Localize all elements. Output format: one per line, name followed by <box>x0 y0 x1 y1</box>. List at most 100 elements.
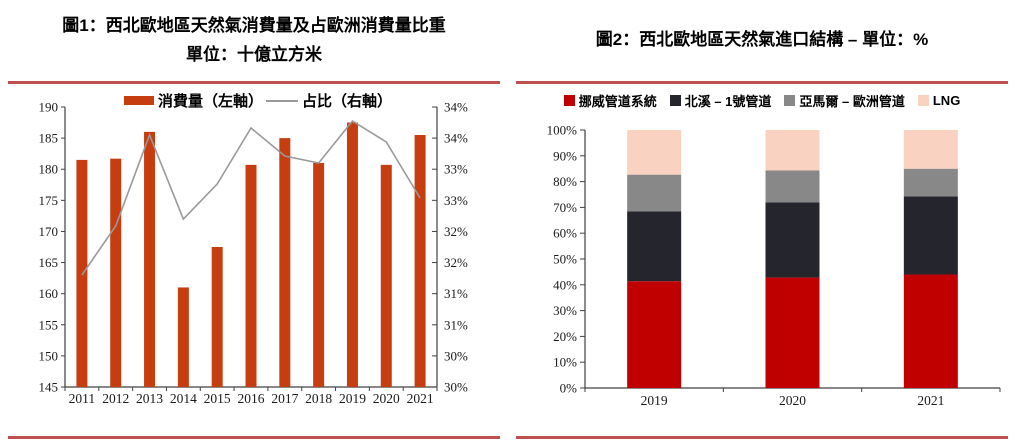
figure1-bottom-rule <box>8 436 500 439</box>
segment-2021-北溪 – 1號管道 <box>903 196 958 275</box>
consumption-bar-2018 <box>313 163 325 387</box>
segment-2021-LNG <box>903 130 958 169</box>
segment-2020-挪威管道系統 <box>765 277 820 388</box>
legend-label-share: 占比（右軸） <box>302 93 393 110</box>
y-tick-label: 60% <box>553 226 577 241</box>
figure2-plot: 100% 90% 80% 70% 60% 50% 40% 30% 20% 10% 0% 2019 202… <box>547 123 1001 408</box>
right-tick-label: 31% <box>444 286 468 301</box>
figure2-legend: 挪威管道系統 北溪 – 1號管道 亞馬爾 – 歐洲管道 LNG <box>516 91 1008 110</box>
consumption-bar-2021 <box>414 135 426 387</box>
legend-label-consumption: 消費量（左軸） <box>158 93 264 110</box>
legend-item-lng: LNG <box>917 93 961 108</box>
figure1-title-block: 圖1：西北歐地區天然氣消費量及占歐洲消費量比重 單位：十億立方米 <box>8 0 500 81</box>
x-tick-label: 2011 <box>69 391 96 406</box>
figure2-top-rule <box>516 81 1008 84</box>
right-tick-label: 33% <box>444 162 468 177</box>
norway-series-swatch-icon <box>563 95 575 106</box>
consumption-bar-2015 <box>211 247 223 387</box>
left-tick-label: 185 <box>39 131 59 146</box>
figure1-plot: 190 185 180 175 170 165 160 155 150 145 34% 34% 33% 3… <box>39 100 469 407</box>
legend-item-consumption: 消費量（左軸） <box>124 90 263 111</box>
legend-label-lng: LNG <box>932 93 961 108</box>
x-tick-label: 2013 <box>136 391 163 406</box>
segment-2019-亞馬爾 – 歐洲管道 <box>627 174 682 212</box>
left-tick-label: 145 <box>39 380 59 395</box>
right-tick-label: 34% <box>444 100 468 115</box>
y-tick-label: 50% <box>553 252 577 267</box>
consumption-bar-2016 <box>245 164 257 387</box>
right-tick-label: 31% <box>444 317 468 332</box>
segment-2020-北溪 – 1號管道 <box>765 202 820 278</box>
lng-series-swatch-icon <box>917 95 929 106</box>
y-tick-label: 80% <box>553 174 577 189</box>
segment-2019-挪威管道系統 <box>627 281 682 388</box>
y-tick-label: 40% <box>553 277 577 292</box>
figure2-chart-area: 挪威管道系統 北溪 – 1號管道 亞馬爾 – 歐洲管道 LNG 100% 90% 8… <box>516 84 1008 436</box>
y-tick-label: 10% <box>553 355 577 370</box>
legend-item-nordstream1: 北溪 – 1號管道 <box>669 91 772 110</box>
segment-2019-北溪 – 1號管道 <box>627 211 682 282</box>
segment-2021-挪威管道系統 <box>903 274 958 388</box>
figure2-title: 圖2：西北歐地區天然氣進口結構 – 單位：% <box>595 30 929 50</box>
segment-2020-LNG <box>765 130 820 171</box>
figure1-top-rule <box>8 81 500 84</box>
left-tick-label: 150 <box>39 348 59 363</box>
x-tick-label: 2020 <box>373 391 400 406</box>
x-tick-label: 2014 <box>170 391 197 406</box>
figure2-title-block: 圖2：西北歐地區天然氣進口結構 – 單位：% <box>516 0 1008 81</box>
x-tick-label: 2021 <box>917 393 944 408</box>
nordstream1-series-swatch-icon <box>669 95 681 106</box>
consumption-bar-2017 <box>279 138 291 387</box>
y-tick-label: 30% <box>553 303 577 318</box>
right-tick-label: 30% <box>444 348 468 363</box>
consumption-bar-2012 <box>110 158 122 387</box>
consumption-bar-2019 <box>346 122 358 388</box>
figure2-panel: 圖2：西北歐地區天然氣進口結構 – 單位：% 挪威管道系統 北溪 – 1號管道 … <box>516 0 1008 442</box>
left-tick-label: 175 <box>39 193 59 208</box>
x-tick-label: 2018 <box>305 391 332 406</box>
x-tick-label: 2016 <box>238 391 265 406</box>
legend-label-nordstream1: 北溪 – 1號管道 <box>684 94 772 109</box>
figure1-subtitle: 單位：十億立方米 <box>186 44 322 64</box>
segment-2019-LNG <box>627 130 682 175</box>
legend-item-share: 占比（右軸） <box>266 90 392 111</box>
right-tick-label: 34% <box>444 131 468 146</box>
y-tick-label: 20% <box>553 329 577 344</box>
x-tick-label: 2019 <box>641 393 668 408</box>
consumption-bar-2013 <box>144 131 156 387</box>
left-tick-label: 165 <box>39 255 59 270</box>
x-tick-label: 2020 <box>779 393 806 408</box>
legend-label-yamal: 亞馬爾 – 歐洲管道 <box>799 94 905 109</box>
left-tick-label: 155 <box>39 317 59 332</box>
bar-series-swatch-icon <box>124 96 154 105</box>
left-tick-label: 170 <box>39 224 59 239</box>
x-tick-label: 2017 <box>271 391 298 406</box>
yamal-series-swatch-icon <box>784 95 796 106</box>
y-tick-label: 70% <box>553 200 577 215</box>
x-tick-label: 2021 <box>407 391 434 406</box>
x-tick-label: 2015 <box>204 391 231 406</box>
right-tick-label: 32% <box>444 224 468 239</box>
figure1-chart-area: 消費量（左軸） 占比（右軸） 190 185 180 175 170 165 160 155 1… <box>8 84 500 436</box>
legend-item-norway: 挪威管道系統 <box>563 91 657 110</box>
y-tick-label: 0% <box>560 381 578 396</box>
right-tick-label: 33% <box>444 193 468 208</box>
left-tick-label: 160 <box>39 286 59 301</box>
right-tick-label: 30% <box>444 380 468 395</box>
segment-2021-亞馬爾 – 歐洲管道 <box>903 168 958 197</box>
share-line <box>81 119 421 276</box>
x-tick-label: 2019 <box>339 391 366 406</box>
consumption-bar-2011 <box>76 159 88 387</box>
line-series-swatch-icon <box>266 99 299 102</box>
legend-item-yamal: 亞馬爾 – 歐洲管道 <box>784 91 905 110</box>
figure2-bottom-rule <box>516 436 1008 439</box>
legend-label-norway: 挪威管道系統 <box>578 94 657 109</box>
consumption-bar-2020 <box>380 164 392 387</box>
x-tick-label: 2012 <box>102 391 129 406</box>
segment-2020-亞馬爾 – 歐洲管道 <box>765 170 820 203</box>
right-tick-label: 32% <box>444 255 468 270</box>
figure1-panel: 圖1：西北歐地區天然氣消費量及占歐洲消費量比重 單位：十億立方米 消費量（左軸）… <box>8 0 500 442</box>
left-tick-label: 180 <box>39 162 59 177</box>
figure1-title: 圖1：西北歐地區天然氣消費量及占歐洲消費量比重 <box>62 15 446 35</box>
